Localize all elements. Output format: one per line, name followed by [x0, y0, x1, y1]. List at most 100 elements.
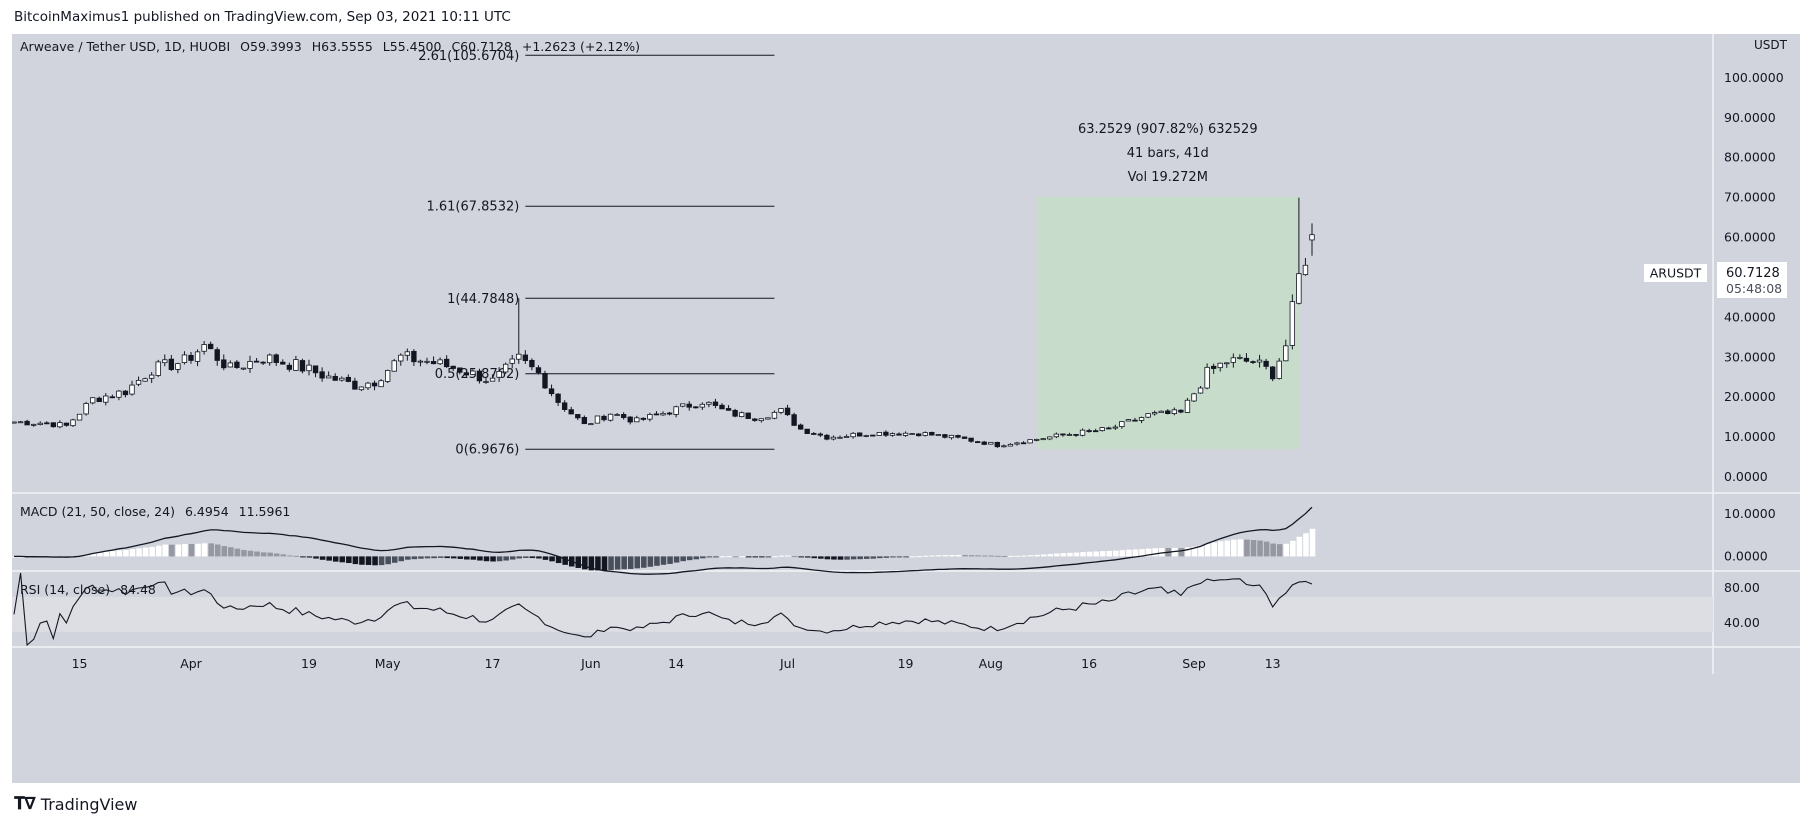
candle — [758, 418, 765, 423]
macd-hist-bar — [300, 556, 306, 558]
macd-hist-bar — [208, 543, 214, 557]
macd-hist-bar — [673, 556, 680, 563]
macd-hist-bar — [706, 556, 713, 558]
candle — [640, 417, 647, 421]
macd-hist-bar — [1001, 555, 1008, 557]
candle — [889, 432, 896, 437]
candle — [909, 433, 915, 436]
candle — [850, 431, 856, 439]
candle — [627, 416, 633, 425]
candle — [955, 434, 961, 439]
time-tick-2: 19 — [301, 656, 317, 671]
macd-hist-bar — [195, 543, 201, 557]
macd-hist-bar — [1191, 546, 1198, 557]
candle — [1197, 386, 1204, 394]
candle — [181, 351, 188, 365]
candle — [63, 422, 70, 427]
candle — [1060, 433, 1066, 437]
measure-info: 63.2529 (907.82%) 632529 41 bars, 41d Vo… — [1078, 122, 1258, 185]
macd-hist-bar — [995, 555, 1001, 557]
candle — [594, 415, 601, 424]
macd-hist-bar — [1185, 547, 1191, 557]
measure-box[interactable] — [1036, 196, 1299, 450]
macd-hist-bar — [804, 556, 811, 558]
macd-hist-bar — [411, 556, 418, 560]
candle — [824, 433, 830, 441]
macd-hist-bar — [621, 556, 627, 570]
macd-legend: MACD (21, 50, close, 24) 6.4954 11.5961 — [20, 504, 290, 519]
candle — [948, 434, 955, 440]
macd-hist-bar — [575, 556, 582, 568]
price-chart[interactable]: 0(6.9676)0.5(25.8762)1(44.7848)1.61(67.8… — [12, 34, 1800, 783]
macd-hist-bar — [1027, 555, 1034, 557]
candle — [660, 411, 666, 416]
candle — [647, 412, 653, 422]
candle — [679, 403, 686, 408]
macd-hist-bar — [896, 556, 903, 558]
macd-hist-bar — [247, 550, 254, 557]
candle — [843, 434, 850, 438]
candle — [686, 401, 692, 411]
candle — [293, 355, 299, 371]
macd-hist-bar — [942, 555, 949, 557]
symbol-legend: Arweave / Tether USD, 1D, HUOBI O59.3993… — [20, 39, 640, 54]
macd-hist-bar — [693, 556, 700, 560]
candle — [811, 432, 817, 435]
candle — [89, 397, 96, 405]
candle — [489, 374, 496, 382]
candle — [1027, 439, 1033, 444]
price-tick-8: 80.0000 — [1724, 150, 1776, 165]
macd-hist-bar — [470, 556, 477, 560]
candle — [1276, 358, 1282, 380]
candle — [988, 441, 994, 445]
macd-hist-bar — [975, 555, 981, 557]
macd-hist-bar — [981, 555, 988, 557]
candle — [1165, 409, 1171, 415]
macd-hist-bar — [260, 552, 267, 557]
candle — [981, 440, 987, 446]
macd-hist-bar — [1237, 539, 1244, 557]
candle — [417, 359, 424, 367]
macd-hist-bar — [562, 556, 568, 565]
price-tick-2: 20.0000 — [1724, 389, 1776, 404]
candle — [1237, 354, 1243, 360]
macd-hist-bar — [1244, 539, 1250, 557]
macd-hist-bar — [1250, 540, 1257, 557]
macd-hist-bar — [339, 556, 346, 563]
macd-hist-bar — [555, 556, 562, 564]
candle — [1092, 428, 1099, 433]
candle — [1250, 360, 1256, 364]
time-tick-0: 15 — [72, 656, 88, 671]
macd-hist-bar — [221, 546, 228, 557]
candle — [1269, 366, 1276, 382]
candle — [561, 400, 568, 412]
price-tick-1: 10.0000 — [1724, 429, 1776, 444]
macd-hist-bar — [346, 556, 352, 564]
macd-hist-bar — [614, 556, 621, 570]
macd-hist-bar — [660, 556, 667, 565]
candle — [581, 415, 588, 425]
candle — [568, 406, 574, 415]
macd-hist-bar — [588, 556, 595, 571]
macd-hist-bar — [450, 556, 457, 559]
macd-hist-bar — [123, 549, 129, 557]
macd-hist-bar — [1303, 533, 1309, 557]
candle — [712, 398, 719, 409]
candle — [542, 370, 548, 390]
macd-hist-bar — [680, 556, 686, 562]
macd-hist-bar — [929, 555, 936, 557]
macd-hist-bar — [877, 556, 883, 559]
candle — [30, 423, 37, 427]
candle — [1184, 397, 1191, 413]
candle — [1217, 362, 1223, 372]
candle — [135, 376, 142, 387]
macd-hist-bar — [752, 556, 759, 558]
candle — [620, 412, 627, 420]
macd-hist-bar — [798, 556, 804, 558]
candle — [175, 362, 181, 374]
macd-hist-bar — [1106, 550, 1113, 557]
candle — [17, 420, 24, 424]
macd-layer — [12, 506, 1316, 575]
fib-label-4: 2.61(105.6704) — [418, 49, 519, 64]
price-tick-10: 100.0000 — [1724, 70, 1784, 85]
